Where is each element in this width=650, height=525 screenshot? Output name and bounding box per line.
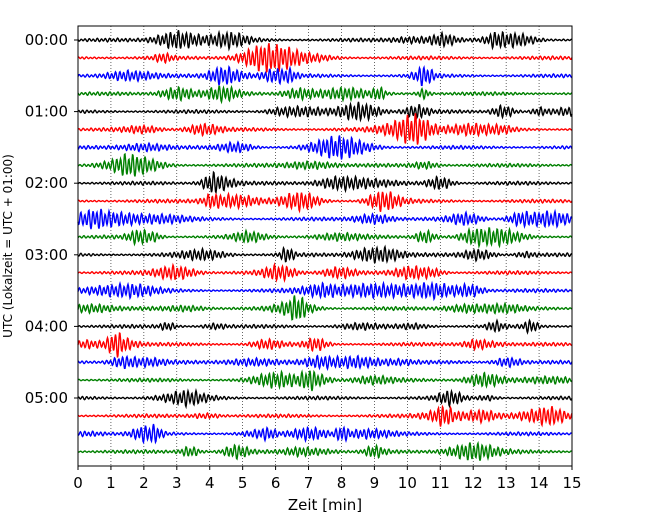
trace-0500 [77,388,573,410]
x-tick-label: 5 [238,474,248,492]
trace-0030 [77,64,573,87]
x-tick-label: 7 [304,474,314,492]
trace-0430 [77,354,573,372]
trace-0045 [77,84,573,105]
x-tick-label: 6 [271,474,281,492]
trace-0230 [77,208,573,230]
trace-0200 [77,170,573,195]
trace-0245 [77,226,573,249]
trace-0015 [77,42,573,74]
y-tick-label: 03:00 [25,246,68,264]
x-tick-label: 9 [370,474,380,492]
y-tick-label: 04:00 [25,317,68,335]
x-tick-label: 11 [431,474,450,492]
y-tick-label: 02:00 [25,174,68,192]
x-tick-label: 1 [106,474,116,492]
x-axis-title: Zeit [min] [288,496,362,514]
trace-0530 [77,423,573,445]
trace-0130 [77,135,573,160]
plot-frame [77,25,573,467]
x-tick-label: 12 [464,474,483,492]
x-axis-ticks: 0 1 2 3 4 5 6 7 8 9 10 11 12 13 14 15 [73,466,582,492]
x-tick-label: 14 [530,474,549,492]
trace-0000 [77,29,573,52]
x-tick-label: 15 [562,474,581,492]
trace-0345 [77,295,573,321]
trace-0215 [77,191,573,214]
trace-0315 [77,262,573,283]
y-axis-ticks: 00:00 01:00 02:00 03:00 04:00 05:00 [25,31,78,407]
y-tick-label: 05:00 [25,389,68,407]
trace-0515 [77,404,573,428]
x-tick-label: 3 [172,474,182,492]
trace-layer [77,29,573,461]
x-tick-label: 4 [205,474,215,492]
trace-0445 [77,369,573,392]
x-tick-label: 13 [497,474,516,492]
y-tick-label: 00:00 [25,31,68,49]
trace-0545 [77,440,573,461]
trace-0100 [77,101,573,123]
y-tick-label: 01:00 [25,103,68,121]
x-tick-label: 0 [73,474,83,492]
trace-0300 [77,244,573,265]
x-tick-label: 8 [337,474,347,492]
trace-0330 [77,280,573,302]
x-tick-label: 10 [398,474,417,492]
trace-0145 [77,152,573,177]
y-axis-title: UTC (Lokalzeit = UTC + 01:00) [1,154,15,338]
trace-0400 [77,318,573,335]
trace-0115 [77,113,573,145]
x-tick-label: 2 [139,474,149,492]
trace-0415 [77,332,573,358]
